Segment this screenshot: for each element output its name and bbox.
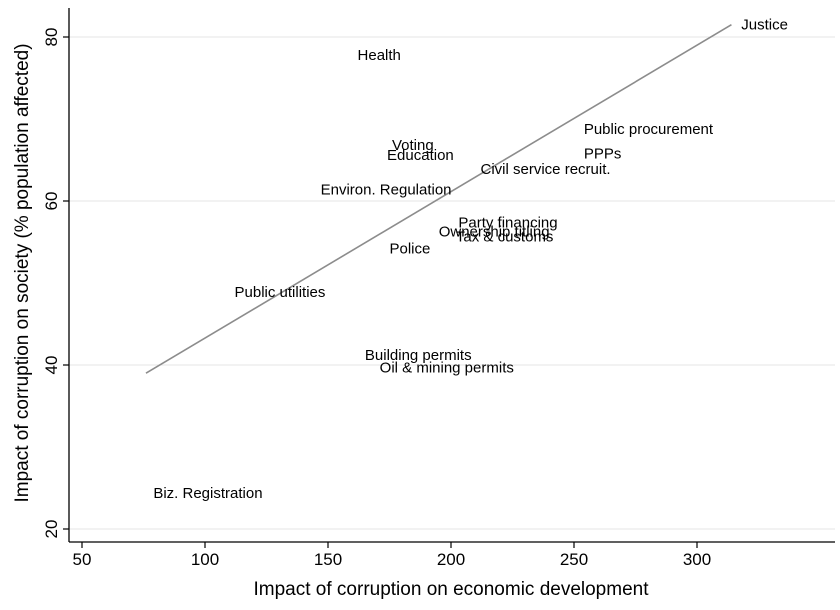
x-tick-label: 300 [683, 550, 711, 569]
x-tick-label: 250 [560, 550, 588, 569]
y-tick-label: 20 [42, 520, 61, 539]
point-label: Civil service recruit. [481, 161, 611, 178]
fit-line-layer [145, 24, 732, 374]
x-tick-label: 50 [73, 550, 92, 569]
point-label: Biz. Registration [153, 485, 262, 502]
gridlines [69, 36, 835, 530]
point-label: Justice [741, 17, 788, 34]
x-tick-label: 150 [314, 550, 342, 569]
point-label: Party financing [458, 214, 557, 231]
point-label: Tax & customs [456, 228, 554, 245]
x-axis-title: Impact of corruption on economic develop… [254, 579, 650, 600]
fit-line [145, 24, 732, 374]
y-tick-label: 40 [42, 356, 61, 375]
point-label: Ownership titling [439, 223, 550, 240]
point-label: PPPs [584, 145, 622, 162]
point-label: Public procurement [584, 121, 714, 138]
y-tick-label: 80 [42, 28, 61, 47]
y-tick-label: 60 [42, 192, 61, 211]
axes [68, 8, 835, 543]
point-label: Police [390, 241, 431, 258]
point-label: Environ. Regulation [321, 182, 452, 199]
x-tick-label: 200 [437, 550, 465, 569]
point-label: Oil & mining permits [380, 359, 514, 376]
point-labels: Justice Health Public procurement VotingEdu… [153, 17, 788, 502]
point-label: Building permits [365, 347, 472, 364]
point-label: Public utilities [235, 284, 326, 301]
point-label: Health [358, 47, 401, 64]
point-label: Education [387, 147, 454, 164]
point-label: Voting [392, 137, 434, 154]
x-tick-label: 100 [191, 550, 219, 569]
y-axis-title: Impact of corruption on society (% popul… [12, 43, 33, 502]
ticks: 20 40 60 80 50 100 150 200 250 300 [42, 28, 711, 569]
